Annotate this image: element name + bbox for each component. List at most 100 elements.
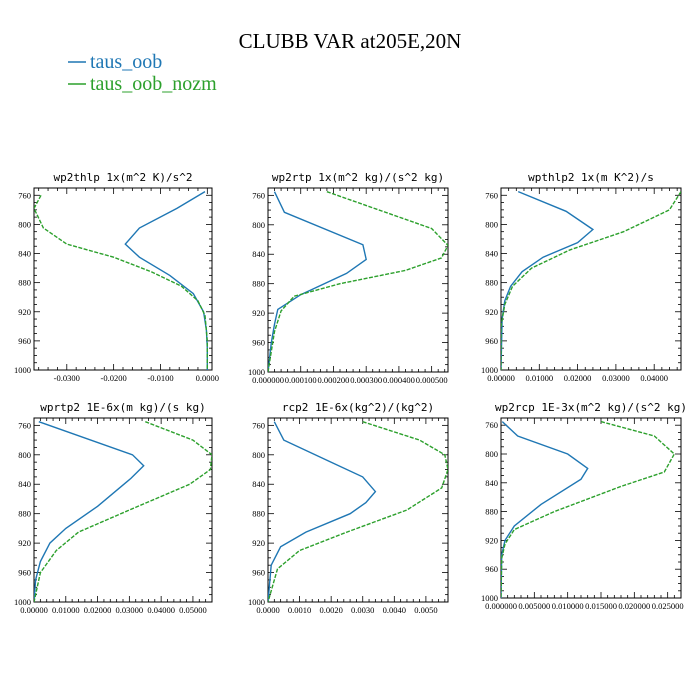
x-tick-label: 0.05000 [179,605,207,615]
y-tick-label: 960 [485,336,498,346]
y-tick-label: 800 [18,219,31,229]
y-tick-label: 800 [485,219,498,229]
panel-title: rcp2 1E-6x(kg^2)/(kg^2) [282,401,434,414]
x-tick-label: -0.0300 [54,373,80,383]
y-tick-label: 880 [252,279,265,289]
y-tick-label: 760 [252,190,265,200]
x-tick-label: 0.015000 [585,601,617,611]
x-tick-label: 0.04000 [640,373,668,383]
x-tick-label: 0.0050 [414,605,437,615]
y-tick-label: 880 [18,278,31,288]
y-tick-label: 840 [252,249,265,259]
x-tick-label: 0.005000 [518,601,550,611]
x-tick-label: 0.03000 [602,373,630,383]
y-tick-label: 760 [18,420,31,430]
plot-frame [500,187,682,371]
chart-panel-4: wprtp2 1E-6x(m kg)/(s kg) 760 800 840 880 920… [14,401,213,615]
series-line-taus-oob-nozm [34,421,212,602]
y-tick-label: 920 [18,538,31,548]
series-line-taus-oob [501,421,589,598]
y-tick-label: 800 [252,220,265,230]
x-tick-label: 0.0030 [351,605,374,615]
y-tick-label: 760 [485,420,498,430]
y-tick-label: 840 [252,479,265,489]
y-tick-label: 1000 [481,593,498,603]
x-tick-label: 0.00000 [487,373,515,383]
y-tick-label: 960 [252,568,265,578]
y-tick-label: 920 [485,535,498,545]
chart-panel-1: wp2thlp 1x(m^2 K)/s^2 760 800 840 880 920 960 1… [14,171,219,383]
x-tick-label: 0.0010 [288,605,311,615]
panel-title: wpthlp2 1x(m K^2)/s [528,171,654,184]
x-tick-label: 0.000200 [318,375,350,385]
x-tick-label: 0.000500 [416,375,448,385]
x-tick-label: 0.000100 [285,375,317,385]
y-tick-label: 800 [18,450,31,460]
panel-title: wprtp2 1E-6x(m kg)/(s kg) [40,401,206,414]
y-tick-label: 880 [485,278,498,288]
plot-frame [267,187,449,373]
panel-title: wp2rcp 1E-3x(m^2 kg)/(s^2 kg) [495,401,687,414]
legend: taus_oob taus_oob_nozm [68,51,217,95]
plot-frame [33,417,213,603]
y-tick-label: 880 [252,509,265,519]
chart-panel-3: wpthlp2 1x(m K^2)/s 760 800 840 880 920 960 100… [481,171,682,383]
plot-frame [500,417,682,599]
series-line-taus-oob-nozm [34,194,209,370]
legend-label-taus-oob-nozm: taus_oob_nozm [90,73,217,95]
y-tick-label: 920 [252,538,265,548]
y-tick-label: 1000 [248,597,265,607]
x-tick-label: 0.0040 [383,605,406,615]
plot-frame [267,417,449,603]
x-tick-label: 0.02000 [564,373,592,383]
x-tick-label: 0.01000 [525,373,553,383]
y-tick-label: 840 [485,478,498,488]
series-line-taus-oob [124,190,209,370]
figure-title: CLUBB VAR at205E,20N [239,29,462,53]
x-tick-label: 0.000300 [350,375,382,385]
y-tick-label: 800 [485,449,498,459]
series-line-taus-oob [268,191,367,372]
y-tick-label: 760 [485,190,498,200]
y-tick-label: 1000 [14,597,31,607]
y-tick-label: 840 [18,249,31,259]
x-tick-label: 0.000000 [252,375,284,385]
x-tick-label: 0.020000 [618,601,650,611]
x-tick-label: 0.03000 [116,605,144,615]
series-line-taus-oob [34,421,145,602]
y-tick-label: 880 [485,507,498,517]
y-tick-label: 960 [252,338,265,348]
y-tick-label: 1000 [248,367,265,377]
y-tick-label: 880 [18,509,31,519]
x-tick-label: 0.0020 [319,605,342,615]
panel-title: wp2rtp 1x(m^2 kg)/(s^2 kg) [272,171,444,184]
y-tick-label: 960 [485,564,498,574]
series-line-taus-oob [268,421,377,602]
chart-panel-5: rcp2 1E-6x(kg^2)/(kg^2) 760 800 840 880 920 96… [248,401,449,615]
x-tick-label: -0.0100 [147,373,173,383]
series-line-taus-oob-nozm [501,420,676,598]
x-tick-label: 0.01000 [52,605,80,615]
chart-panels: wp2thlp 1x(m^2 K)/s^2 760 800 840 880 920 960 1… [14,171,687,615]
plot-frame [33,187,213,371]
series-line-taus-oob-nozm [268,421,448,602]
x-tick-label: 0.02000 [84,605,112,615]
x-tick-label: 0.04000 [147,605,175,615]
x-tick-label: 0.025000 [652,601,684,611]
x-tick-label: 0.0000 [256,605,279,615]
y-tick-label: 840 [485,249,498,259]
x-tick-label: 0.00000 [20,605,48,615]
y-tick-label: 920 [252,308,265,318]
y-tick-label: 960 [18,336,31,346]
x-tick-label: 0.0000 [196,373,219,383]
chart-panel-2: wp2rtp 1x(m^2 kg)/(s^2 kg) 760 800 840 880 92… [248,171,449,385]
x-tick-label: -0.0200 [101,373,127,383]
chart-panel-6: wp2rcp 1E-3x(m^2 kg)/(s^2 kg) 760 800 840 88… [481,401,687,611]
legend-label-taus-oob: taus_oob [90,51,162,73]
series-line-taus-oob-nozm [501,191,681,370]
x-tick-label: 0.000400 [383,375,415,385]
y-tick-label: 1000 [14,365,31,375]
y-tick-label: 1000 [481,365,498,375]
y-tick-label: 760 [18,190,31,200]
